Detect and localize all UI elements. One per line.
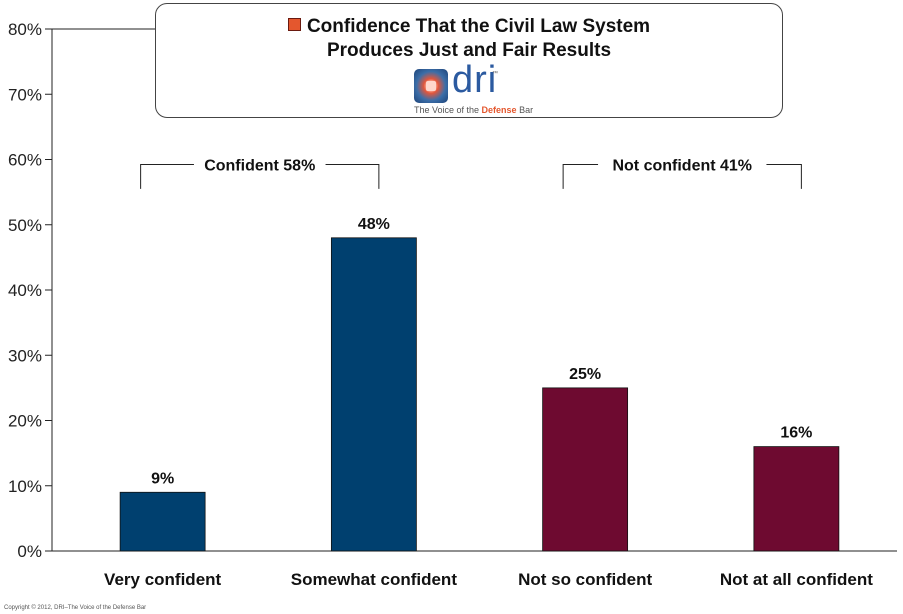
group-bracket-left	[562, 164, 599, 189]
bar	[330, 237, 417, 552]
bar-value-label: 16%	[780, 425, 812, 442]
dri-logo-tagline: The Voice of the Defense Bar	[414, 105, 533, 115]
bar	[542, 387, 629, 552]
group-bracket-right	[766, 164, 802, 189]
x-tick-label: Very confident	[104, 570, 221, 589]
x-tick-label: Not so confident	[518, 570, 652, 589]
axes: 0% 10% 20% 30% 40% 50% 60% 70% 80% Very confident…	[8, 20, 897, 589]
dri-logo-text: dri	[452, 59, 498, 101]
y-tick-label: 20%	[8, 412, 42, 431]
bars: 9% 48% 25% 16%	[119, 216, 840, 552]
y-tick-label: 50%	[8, 216, 42, 235]
y-tick-label: 10%	[8, 477, 42, 496]
x-tick-label: Somewhat confident	[291, 570, 458, 589]
group-brackets: Confident 58% Not confident 41%	[140, 158, 802, 189]
tagline-accent: Defense	[481, 105, 517, 115]
group-label: Confident 58%	[204, 158, 315, 175]
copyright-text: Copyright © 2012, DRI–The Voice of the D…	[4, 605, 147, 611]
bar	[119, 491, 206, 552]
legend-swatch-icon	[287, 18, 301, 31]
chart-title-line-1: Confidence That the Civil Law System	[156, 16, 782, 38]
bar-value-label: 25%	[569, 366, 601, 383]
chart-title-text-1: Confidence That the Civil Law System	[306, 16, 651, 37]
x-tick-label: Not at all confident	[720, 570, 873, 589]
tagline-pre: The Voice of the	[414, 105, 482, 115]
chart-title-line-2: Produces Just and Fair Results	[326, 40, 612, 61]
chart-title-box: Confidence That the Civil Law System Pro…	[155, 3, 783, 118]
dri-logo: dri ™ The Voice of the Defense Bar	[414, 59, 544, 117]
y-tick-label: 0%	[17, 542, 42, 561]
bar-value-label: 9%	[151, 470, 174, 487]
bar	[753, 446, 840, 552]
y-tick-label: 40%	[8, 281, 42, 300]
group-bracket-left	[140, 164, 194, 189]
y-tick-label: 30%	[8, 346, 42, 365]
y-tick-label: 80%	[8, 20, 42, 39]
dri-logo-mark-icon	[414, 69, 448, 103]
y-tick-label: 60%	[8, 151, 42, 170]
group-label: Not confident 41%	[612, 158, 752, 175]
group-bracket-right	[325, 164, 380, 189]
y-tick-label: 70%	[8, 85, 42, 104]
bar-value-label: 48%	[358, 216, 390, 233]
dri-logo-tm: ™	[492, 71, 498, 77]
tagline-post: Bar	[516, 105, 534, 115]
